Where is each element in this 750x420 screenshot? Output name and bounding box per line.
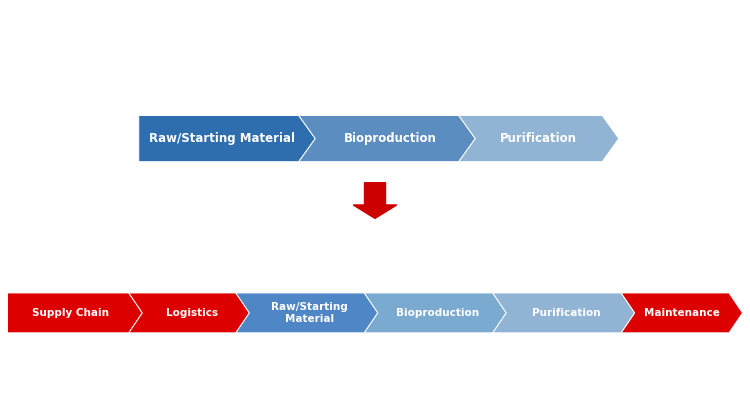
Polygon shape xyxy=(129,293,249,333)
Text: Raw/Starting
Material: Raw/Starting Material xyxy=(272,302,348,324)
Text: Raw/Starting Material: Raw/Starting Material xyxy=(149,132,295,145)
Text: Bioproduction: Bioproduction xyxy=(344,132,436,145)
Polygon shape xyxy=(8,293,142,333)
Text: Purification: Purification xyxy=(500,132,578,145)
Polygon shape xyxy=(139,116,315,162)
Polygon shape xyxy=(459,116,619,162)
Text: Logistics: Logistics xyxy=(166,308,218,318)
Text: Maintenance: Maintenance xyxy=(644,308,720,318)
Polygon shape xyxy=(298,116,476,162)
Text: Supply Chain: Supply Chain xyxy=(32,308,110,318)
Polygon shape xyxy=(364,293,506,333)
Polygon shape xyxy=(493,293,634,333)
FancyArrow shape xyxy=(353,183,397,218)
Text: Bioproduction: Bioproduction xyxy=(397,308,479,318)
Polygon shape xyxy=(621,293,742,333)
Polygon shape xyxy=(236,293,378,333)
Text: Purification: Purification xyxy=(532,308,601,318)
